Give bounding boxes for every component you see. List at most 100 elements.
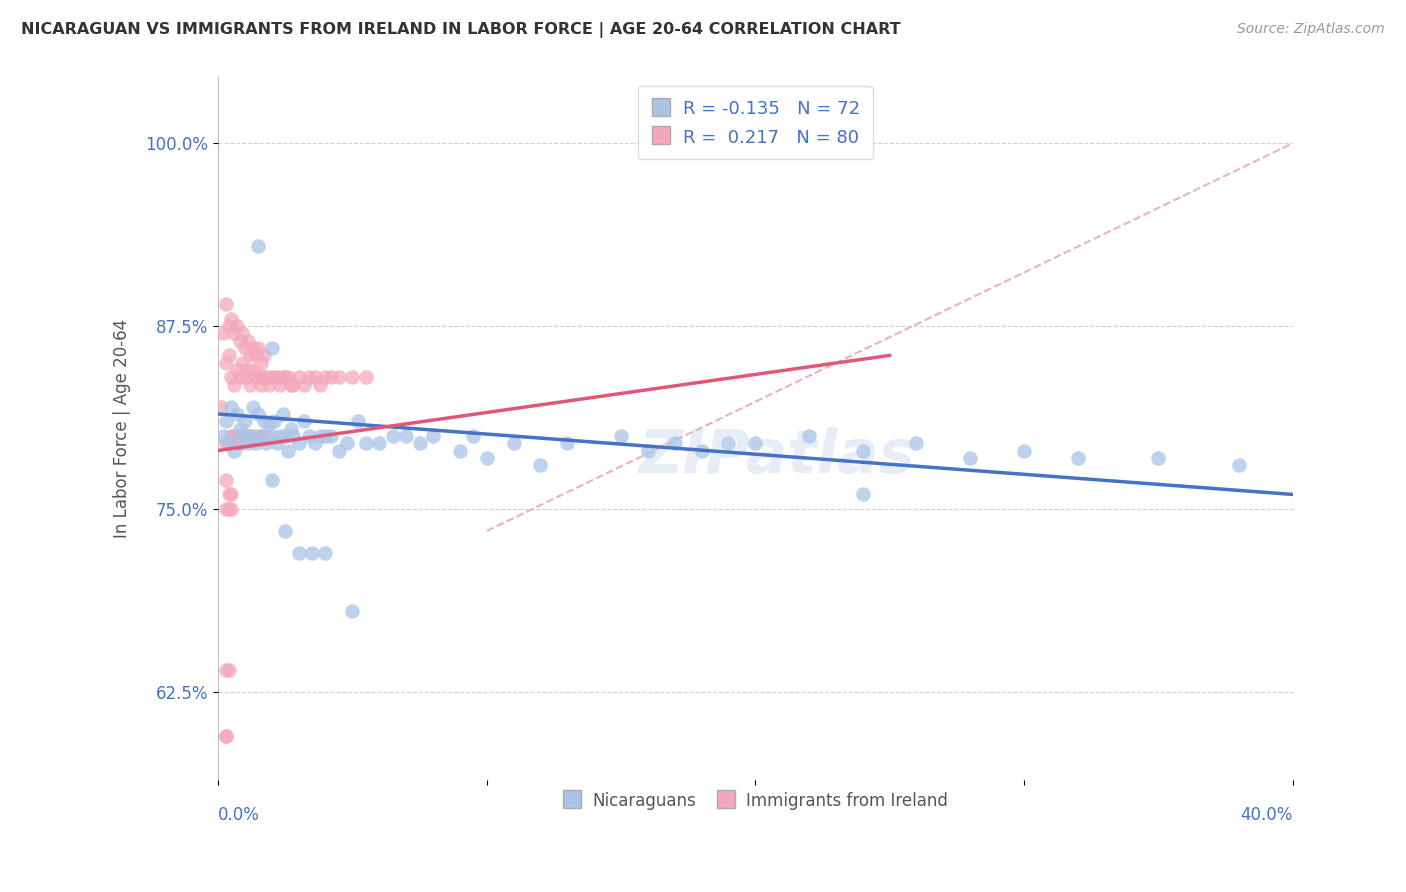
Point (224, 429, 246, 443)
Point (852, 443, 875, 458)
Point (287, 370, 309, 384)
Point (797, 429, 820, 443)
Point (218, 348, 240, 362)
Point (233, 414, 256, 428)
Point (245, 370, 267, 384)
Point (314, 370, 336, 384)
Point (269, 377, 291, 392)
Point (253, 370, 276, 384)
Point (309, 429, 332, 443)
Point (269, 429, 291, 443)
Point (744, 436, 766, 450)
Point (637, 443, 659, 458)
Text: 40.0%: 40.0% (1240, 806, 1292, 824)
Point (274, 524, 297, 538)
Point (292, 377, 315, 392)
Point (247, 370, 270, 384)
Point (257, 417, 280, 432)
Point (218, 502, 240, 516)
Point (905, 436, 928, 450)
Point (225, 363, 247, 377)
Point (342, 605, 364, 619)
Point (215, 502, 238, 516)
Point (717, 436, 740, 450)
Point (221, 400, 243, 414)
Point (292, 414, 315, 428)
Point (218, 319, 240, 334)
Point (242, 341, 264, 355)
Point (218, 487, 240, 501)
Point (1066, 450, 1088, 465)
Point (250, 377, 273, 392)
Point (346, 414, 368, 428)
Point (260, 370, 283, 384)
Point (336, 436, 359, 450)
Point (274, 429, 297, 443)
Point (271, 370, 294, 384)
Point (328, 443, 350, 458)
Point (253, 348, 276, 362)
Point (254, 436, 277, 450)
Point (475, 450, 498, 465)
Legend: Nicaraguans, Immigrants from Ireland: Nicaraguans, Immigrants from Ireland (555, 786, 955, 817)
Point (309, 377, 332, 392)
Point (260, 429, 283, 443)
Point (280, 377, 302, 392)
Point (529, 458, 551, 472)
Point (257, 377, 280, 392)
Point (239, 377, 262, 392)
Point (342, 370, 364, 384)
Point (209, 400, 232, 414)
Point (247, 341, 270, 355)
Point (277, 370, 299, 384)
Point (228, 429, 250, 443)
Point (224, 429, 246, 443)
Point (298, 370, 321, 384)
Point (242, 363, 264, 377)
Point (266, 370, 288, 384)
Point (250, 429, 273, 443)
Point (304, 370, 326, 384)
Point (304, 436, 326, 450)
Point (283, 377, 305, 392)
Point (1147, 450, 1170, 465)
Point (228, 370, 250, 384)
Point (250, 429, 273, 443)
Point (422, 429, 444, 443)
Text: 0.0%: 0.0% (218, 806, 260, 824)
Point (690, 443, 713, 458)
Point (298, 429, 321, 443)
Point (239, 348, 262, 362)
Point (225, 407, 247, 421)
Point (277, 443, 299, 458)
Point (245, 429, 267, 443)
Point (381, 429, 404, 443)
Point (283, 429, 305, 443)
Point (354, 370, 377, 384)
Point (236, 334, 259, 348)
Point (253, 414, 276, 428)
Point (231, 436, 253, 450)
Point (449, 443, 471, 458)
Point (225, 429, 247, 443)
Point (215, 297, 238, 311)
Point (228, 421, 250, 435)
Point (221, 502, 243, 516)
Point (266, 436, 288, 450)
Point (245, 348, 267, 362)
Point (215, 663, 238, 677)
Point (610, 429, 633, 443)
Point (250, 356, 273, 370)
Point (221, 487, 243, 501)
Point (231, 326, 253, 341)
Point (502, 436, 524, 450)
Point (664, 436, 686, 450)
Point (247, 407, 270, 421)
Point (319, 429, 342, 443)
Point (319, 370, 342, 384)
Point (271, 407, 294, 421)
Point (314, 546, 336, 560)
Point (221, 429, 243, 443)
Point (233, 429, 256, 443)
Point (260, 341, 283, 355)
